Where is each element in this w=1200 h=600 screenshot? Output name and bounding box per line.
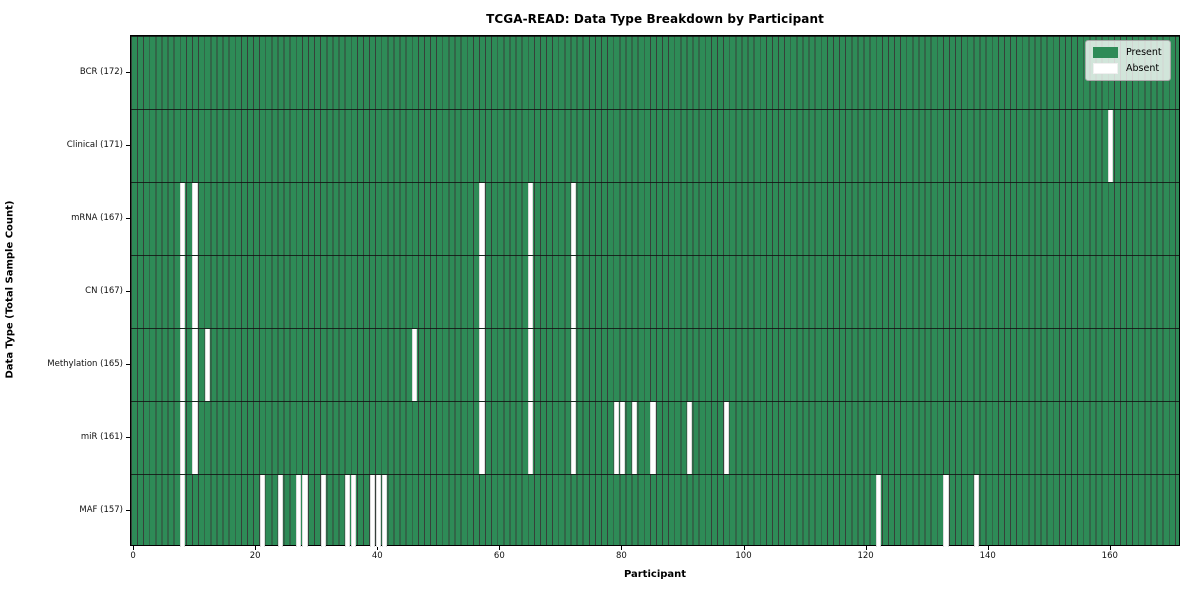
absent-cell — [528, 182, 534, 255]
x-tick-mark — [499, 546, 501, 550]
absent-cell — [570, 401, 577, 474]
absent-cell — [180, 328, 186, 401]
absent-cell — [1108, 109, 1114, 182]
x-tick-mark — [865, 546, 867, 550]
absent-cell — [479, 182, 485, 255]
absent-cell — [479, 401, 485, 474]
y-tick-label: Methylation (165) — [47, 358, 123, 369]
absent-cell — [876, 474, 882, 547]
y-tick-mark — [126, 290, 130, 292]
absent-cell — [973, 474, 980, 547]
absent-cell — [723, 401, 729, 474]
y-tick-label: mRNA (167) — [71, 212, 123, 223]
y-tick-label: miR (161) — [80, 431, 123, 442]
absent-cell — [528, 328, 534, 401]
y-tick-mark — [126, 509, 130, 511]
x-tick-mark — [987, 546, 989, 550]
y-tick-mark — [126, 71, 130, 73]
y-tick-label: MAF (157) — [79, 504, 123, 515]
x-tick-label: 0 — [130, 551, 136, 561]
y-tick-mark — [126, 436, 130, 438]
x-tick-mark — [621, 546, 623, 550]
absent-cell — [613, 401, 619, 474]
absent-cell — [180, 474, 186, 547]
absent-cell — [351, 474, 357, 547]
x-axis-label: Participant — [623, 569, 687, 580]
x-tick-label: 160 — [1101, 551, 1118, 561]
absent-cell — [650, 401, 656, 474]
plot-area — [130, 35, 1180, 547]
x-tick-label: 140 — [979, 551, 996, 561]
absent-cell — [375, 474, 381, 547]
absent-cell — [259, 474, 265, 547]
y-tick-label: Clinical (171) — [66, 139, 123, 150]
absent-cell — [192, 182, 198, 255]
legend-entry: Present — [1093, 47, 1162, 58]
x-tick-label: 40 — [371, 551, 383, 561]
y-tick-label: BCR (172) — [79, 66, 123, 77]
absent-cell — [192, 401, 198, 474]
x-tick-label: 60 — [493, 551, 505, 561]
y-tick-mark — [126, 363, 130, 365]
y-tick-label: CN (167) — [85, 285, 123, 296]
absent-cell — [570, 328, 577, 401]
absent-cell — [192, 255, 198, 328]
legend-label: Present — [1126, 47, 1162, 58]
absent-cell — [686, 401, 693, 474]
absent-cell — [369, 474, 375, 547]
absent-cell — [302, 474, 308, 547]
absent-cell — [345, 474, 351, 547]
x-tick-mark — [743, 546, 745, 550]
absent-cell — [528, 401, 534, 474]
absent-cell — [204, 328, 210, 401]
x-tick-label: 100 — [735, 551, 752, 561]
absent-cell — [277, 474, 284, 547]
absent-cell — [570, 182, 577, 255]
legend-swatch — [1093, 63, 1118, 74]
x-tick-mark — [377, 546, 379, 550]
absent-cell — [296, 474, 302, 547]
legend-swatch — [1093, 47, 1118, 58]
legend-label: Absent — [1126, 63, 1160, 74]
absent-cell — [479, 328, 485, 401]
y-tick-mark — [126, 144, 130, 146]
absent-cell — [943, 474, 949, 547]
absent-cell — [320, 474, 326, 547]
legend-entry: Absent — [1093, 63, 1162, 74]
legend: Present Absent — [1085, 40, 1171, 81]
y-tick-mark — [126, 217, 130, 219]
absent-cell — [180, 182, 186, 255]
x-tick-label: 120 — [857, 551, 874, 561]
absent-cell — [479, 255, 485, 328]
x-tick-mark — [255, 546, 257, 550]
absent-cell — [528, 255, 534, 328]
x-tick-mark — [133, 546, 135, 550]
absent-cell — [412, 328, 418, 401]
absent-cell — [192, 328, 198, 401]
absent-cell — [180, 255, 186, 328]
x-tick-label: 20 — [249, 551, 261, 561]
chart-title: TCGA-READ: Data Type Breakdown by Partic… — [486, 12, 824, 26]
absent-cell — [180, 401, 186, 474]
x-tick-mark — [1109, 546, 1111, 550]
x-tick-label: 80 — [616, 551, 627, 561]
absent-cell — [619, 401, 626, 474]
absent-cell — [381, 474, 387, 547]
absent-cell — [632, 401, 638, 474]
absent-cell — [570, 255, 577, 328]
